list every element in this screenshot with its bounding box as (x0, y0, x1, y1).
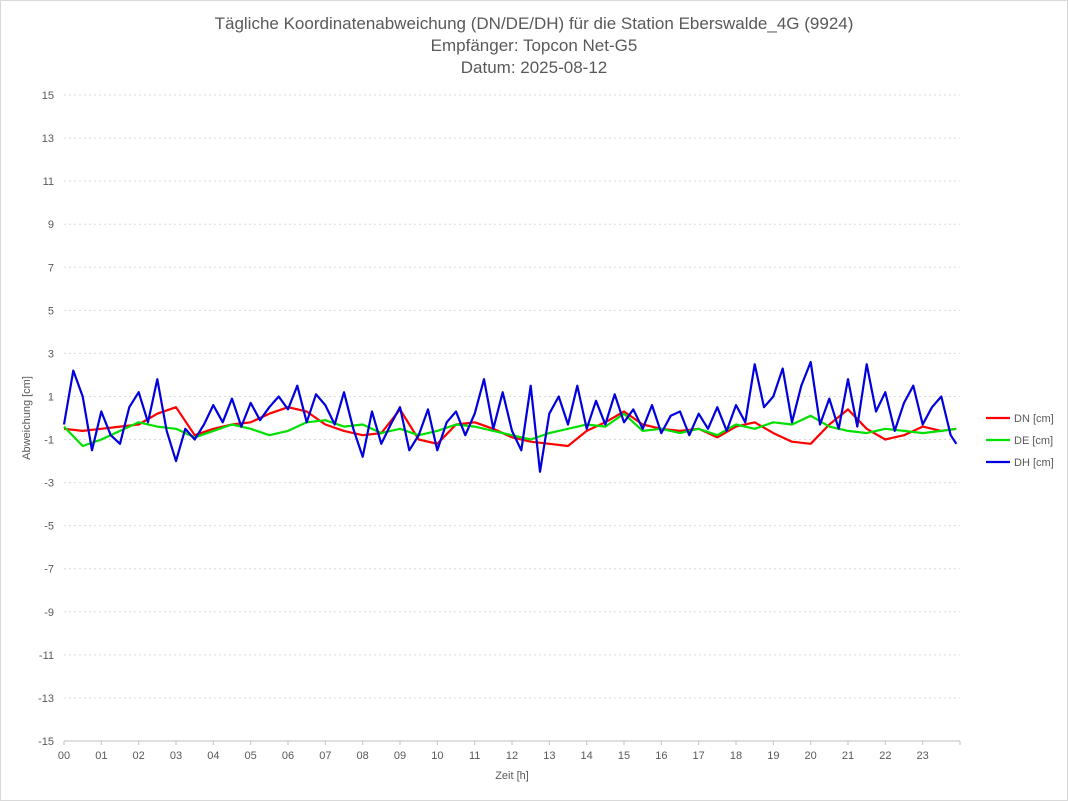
x-tick-label: 04 (207, 750, 219, 762)
y-tick-label: -3 (44, 478, 54, 490)
chart-title: Tägliche Koordinatenabweichung (DN/DE/DH… (215, 14, 854, 33)
x-tick-label: 06 (282, 750, 294, 762)
x-tick-label: 01 (95, 750, 107, 762)
legend-label: DH [cm] (1014, 457, 1054, 469)
x-tick-label: 18 (730, 750, 742, 762)
x-tick-label: 16 (655, 750, 667, 762)
y-tick-label: 15 (42, 90, 54, 102)
x-tick-label: 08 (357, 750, 369, 762)
y-tick-label: -15 (38, 736, 54, 748)
x-tick-label: 10 (431, 750, 443, 762)
y-tick-label: -1 (44, 435, 54, 447)
y-tick-label: 9 (48, 219, 54, 231)
x-tick-label: 20 (805, 750, 817, 762)
x-tick-label: 02 (133, 750, 145, 762)
chart-subtitle-date: Datum: 2025-08-12 (461, 58, 607, 77)
x-tick-label: 05 (245, 750, 257, 762)
x-tick-label: 09 (394, 750, 406, 762)
x-tick-label: 17 (693, 750, 705, 762)
y-tick-label: 1 (48, 391, 54, 403)
gridlines (63, 94, 961, 745)
legend-label: DE [cm] (1014, 435, 1053, 447)
x-tick-label: 13 (543, 750, 555, 762)
x-tick-label: 19 (767, 750, 779, 762)
x-tick-label: 23 (917, 750, 929, 762)
legend-label: DN [cm] (1014, 413, 1054, 425)
y-tick-label: -5 (44, 521, 54, 533)
x-tick-label: 00 (58, 750, 70, 762)
x-tick-label: 11 (469, 750, 480, 762)
x-tick-label: 15 (618, 750, 630, 762)
x-tick-label: 21 (842, 750, 854, 762)
y-tick-label: 11 (43, 176, 54, 188)
y-axis-label: Abweichung [cm] (21, 376, 33, 460)
x-axis-label: Zeit [h] (495, 770, 529, 782)
y-tick-label: 5 (48, 305, 54, 317)
series-line-de (63, 412, 957, 448)
x-tick-label: 07 (319, 750, 331, 762)
legend: DN [cm] DE [cm] DH [cm] (986, 413, 1054, 469)
y-tick-label: 7 (48, 262, 54, 274)
series-line-dh (62, 360, 958, 473)
y-tick-label: 13 (42, 133, 54, 145)
y-tick-label: 3 (48, 348, 54, 360)
y-tick-label: -13 (38, 693, 54, 705)
x-tick-labels: 00 01 02 03 04 05 06 07 08 09 10 11 12 13 14 15 16 17 18 19… (58, 750, 929, 762)
y-tick-labels: 15 13 11 9 7 5 3 1 -1 -3 -5 -7 -9 -11 -13 -15 (38, 90, 54, 748)
y-tick-label: -7 (44, 564, 54, 576)
x-tick-label: 03 (170, 750, 182, 762)
y-tick-label: -11 (39, 650, 54, 662)
x-tick-label: 22 (879, 750, 891, 762)
y-tick-label: -9 (44, 607, 54, 619)
series-line-dn (63, 406, 957, 448)
series-lines (62, 360, 958, 473)
x-tick-label: 14 (581, 750, 593, 762)
x-tick-label: 12 (506, 750, 518, 762)
chart-subtitle-receiver: Empfänger: Topcon Net-G5 (431, 36, 638, 55)
